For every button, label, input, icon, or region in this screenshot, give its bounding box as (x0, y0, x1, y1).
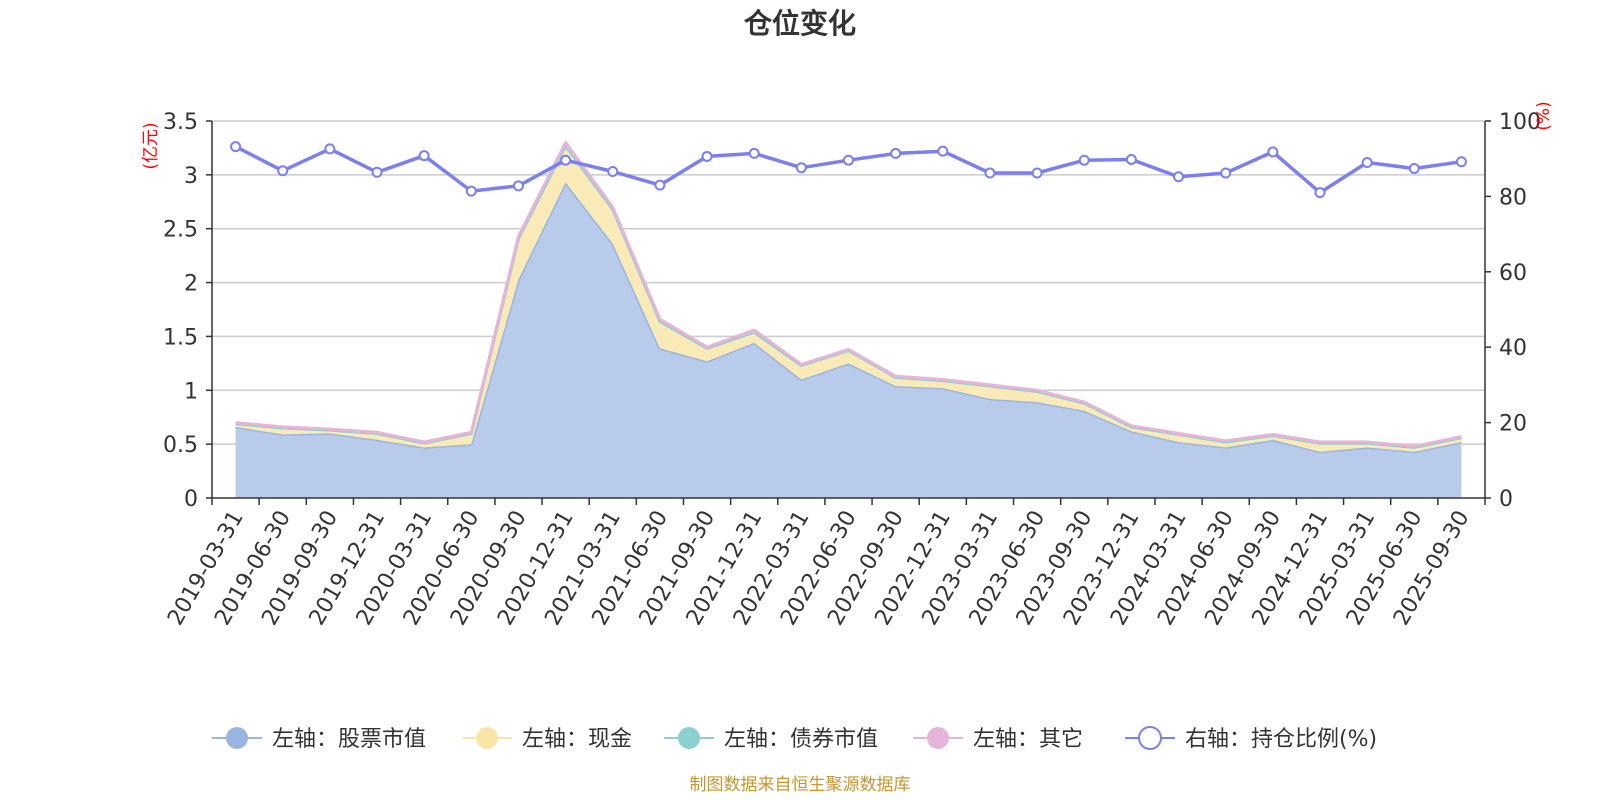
ratio-point (418, 150, 430, 162)
ratio-point (701, 150, 713, 162)
ratio-point (1078, 154, 1090, 166)
ratio-point (512, 180, 524, 192)
legend-label: 右轴：持仓比例(%) (1185, 727, 1377, 752)
ratio-point (1314, 187, 1326, 199)
ratio-point (324, 143, 336, 155)
ratio-point (1031, 167, 1043, 179)
left-tick-label: 1.5 (163, 325, 198, 350)
left-tick-label: 0 (184, 487, 198, 512)
legend-marker (226, 727, 248, 749)
right-tick-label: 60 (1499, 261, 1527, 286)
ratio-point (654, 179, 666, 191)
stacked-areas (235, 141, 1462, 498)
data-source-note: 制图数据来自恒生聚源数据库 (690, 775, 911, 795)
right-tick-label: 0 (1499, 487, 1513, 512)
ratio-point (1125, 153, 1137, 165)
right-tick-label: 80 (1499, 185, 1527, 210)
right-tick-label: 20 (1499, 412, 1527, 437)
ratio-point (748, 147, 760, 159)
legend-item: 左轴：债券市值 (664, 727, 878, 752)
chart-title: 仓位变化 (744, 7, 856, 40)
area-f7e6a5 (235, 145, 1462, 452)
area-9ab6e0 (235, 182, 1462, 498)
ratio-point (277, 165, 289, 177)
legend-label: 左轴：债券市值 (724, 727, 878, 752)
position-ratio-line (230, 141, 1467, 199)
grid-lines (212, 120, 1485, 445)
left-tick-label: 0.5 (163, 433, 198, 458)
left-tick-label: 2.5 (163, 218, 198, 243)
ratio-point (465, 185, 477, 197)
legend-marker (678, 727, 700, 749)
ratio-point (1455, 156, 1467, 168)
ratio-point (607, 166, 619, 178)
ratio-point (560, 154, 572, 166)
legend-label: 左轴：现金 (522, 727, 632, 752)
ratio-point (890, 147, 902, 159)
left-axis-unit: (亿元) (141, 122, 161, 169)
right-tick-label: 100 (1499, 110, 1541, 135)
legend-label: 左轴：其它 (973, 727, 1083, 752)
left-tick-label: 3 (184, 164, 198, 189)
legend: 左轴：股票市值 左轴：现金 左轴：债券市值 左轴：其它 右轴：持仓比例(%) (212, 726, 1377, 752)
right-tick-label: 40 (1499, 336, 1527, 361)
left-tick-label: 3.5 (163, 110, 198, 135)
legend-item: 右轴：持仓比例(%) (1125, 726, 1377, 752)
legend-marker (927, 727, 949, 749)
legend-label: 左轴：股票市值 (272, 727, 426, 752)
ratio-point (1408, 163, 1420, 175)
legend-item: 左轴：现金 (462, 727, 632, 752)
legend-marker (476, 727, 498, 749)
legend-item: 左轴：股票市值 (212, 727, 426, 752)
left-tick-label: 2 (184, 272, 198, 297)
ratio-point (937, 145, 949, 157)
right-axis-unit: (%) (1534, 101, 1554, 130)
ratio-point (843, 154, 854, 166)
legend-item: 左轴：其它 (913, 727, 1083, 752)
ratio-point (1361, 156, 1373, 168)
area-edge-e6b4d8 (235, 141, 1462, 448)
ratio-point (795, 162, 807, 174)
ratio-point (371, 166, 383, 178)
ratio-point (230, 141, 242, 153)
ratio-point (1220, 167, 1232, 179)
ratio-point (1173, 171, 1185, 183)
ratio-point (1267, 146, 1279, 158)
ratio-point (984, 167, 996, 179)
legend-marker (1138, 726, 1162, 750)
left-tick-label: 1 (184, 379, 198, 404)
